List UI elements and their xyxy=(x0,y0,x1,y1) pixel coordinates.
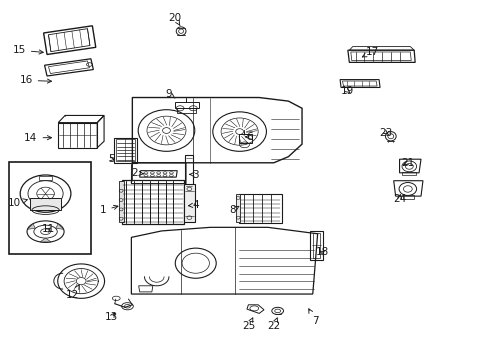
Ellipse shape xyxy=(162,128,170,134)
Bar xyxy=(402,195,413,199)
Text: 14: 14 xyxy=(24,133,51,143)
Text: 17: 17 xyxy=(362,46,378,57)
Polygon shape xyxy=(27,224,35,229)
Text: 9: 9 xyxy=(165,89,175,99)
Text: 5: 5 xyxy=(108,154,115,164)
Bar xyxy=(119,181,123,222)
Bar xyxy=(114,138,137,163)
Bar xyxy=(9,162,91,253)
Text: 22: 22 xyxy=(266,318,280,331)
Bar xyxy=(122,180,183,224)
Text: 16: 16 xyxy=(20,75,51,85)
Text: 1: 1 xyxy=(100,205,118,216)
Bar xyxy=(236,194,240,222)
Text: 24: 24 xyxy=(392,194,406,204)
Text: 15: 15 xyxy=(13,45,43,55)
Bar xyxy=(238,134,252,143)
Ellipse shape xyxy=(235,129,243,134)
Text: 3: 3 xyxy=(189,170,199,180)
Text: 6: 6 xyxy=(245,132,252,142)
Text: 8: 8 xyxy=(228,206,238,216)
Text: 12: 12 xyxy=(66,285,80,301)
Text: 10: 10 xyxy=(8,198,27,208)
Text: 2: 2 xyxy=(131,168,143,178)
Bar xyxy=(238,194,281,223)
Text: 19: 19 xyxy=(341,86,354,96)
Text: 23: 23 xyxy=(379,128,392,138)
Polygon shape xyxy=(56,224,63,229)
Bar xyxy=(30,198,61,210)
Text: 20: 20 xyxy=(168,13,182,26)
Bar xyxy=(116,139,135,161)
Text: 18: 18 xyxy=(315,247,328,257)
Polygon shape xyxy=(40,238,51,242)
Text: 7: 7 xyxy=(308,309,318,325)
Text: 21: 21 xyxy=(401,158,414,168)
Text: 25: 25 xyxy=(241,318,255,331)
Bar xyxy=(175,102,198,108)
Text: 11: 11 xyxy=(42,225,55,234)
Bar xyxy=(402,172,415,175)
Bar xyxy=(39,176,52,180)
Bar xyxy=(184,155,192,189)
Text: 13: 13 xyxy=(105,312,118,322)
Bar xyxy=(183,184,194,222)
Text: 4: 4 xyxy=(188,200,199,210)
Bar xyxy=(177,108,195,113)
